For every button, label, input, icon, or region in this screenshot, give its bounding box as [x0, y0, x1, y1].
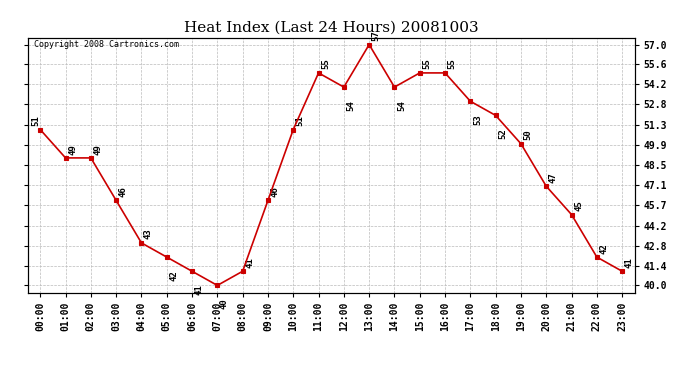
- Text: 50: 50: [524, 129, 533, 140]
- Text: 42: 42: [600, 243, 609, 254]
- Text: Copyright 2008 Cartronics.com: Copyright 2008 Cartronics.com: [34, 40, 179, 49]
- Text: 45: 45: [574, 200, 583, 211]
- Text: 55: 55: [448, 58, 457, 69]
- Text: 55: 55: [422, 58, 431, 69]
- Text: 42: 42: [169, 270, 178, 280]
- Text: 46: 46: [119, 186, 128, 197]
- Text: 53: 53: [473, 114, 482, 125]
- Text: 41: 41: [624, 257, 633, 268]
- Text: 55: 55: [321, 58, 330, 69]
- Text: 49: 49: [68, 144, 77, 155]
- Text: 51: 51: [296, 115, 305, 126]
- Text: 54: 54: [346, 100, 355, 111]
- Text: 43: 43: [144, 229, 153, 239]
- Text: 49: 49: [93, 144, 102, 155]
- Text: 46: 46: [270, 186, 279, 197]
- Text: 54: 54: [397, 100, 406, 111]
- Text: 47: 47: [549, 172, 558, 183]
- Text: 52: 52: [498, 128, 507, 139]
- Text: 57: 57: [372, 30, 381, 41]
- Title: Heat Index (Last 24 Hours) 20081003: Heat Index (Last 24 Hours) 20081003: [184, 21, 478, 35]
- Text: 41: 41: [195, 284, 204, 295]
- Text: 41: 41: [245, 257, 254, 268]
- Text: 40: 40: [220, 298, 229, 309]
- Text: 51: 51: [32, 115, 41, 126]
